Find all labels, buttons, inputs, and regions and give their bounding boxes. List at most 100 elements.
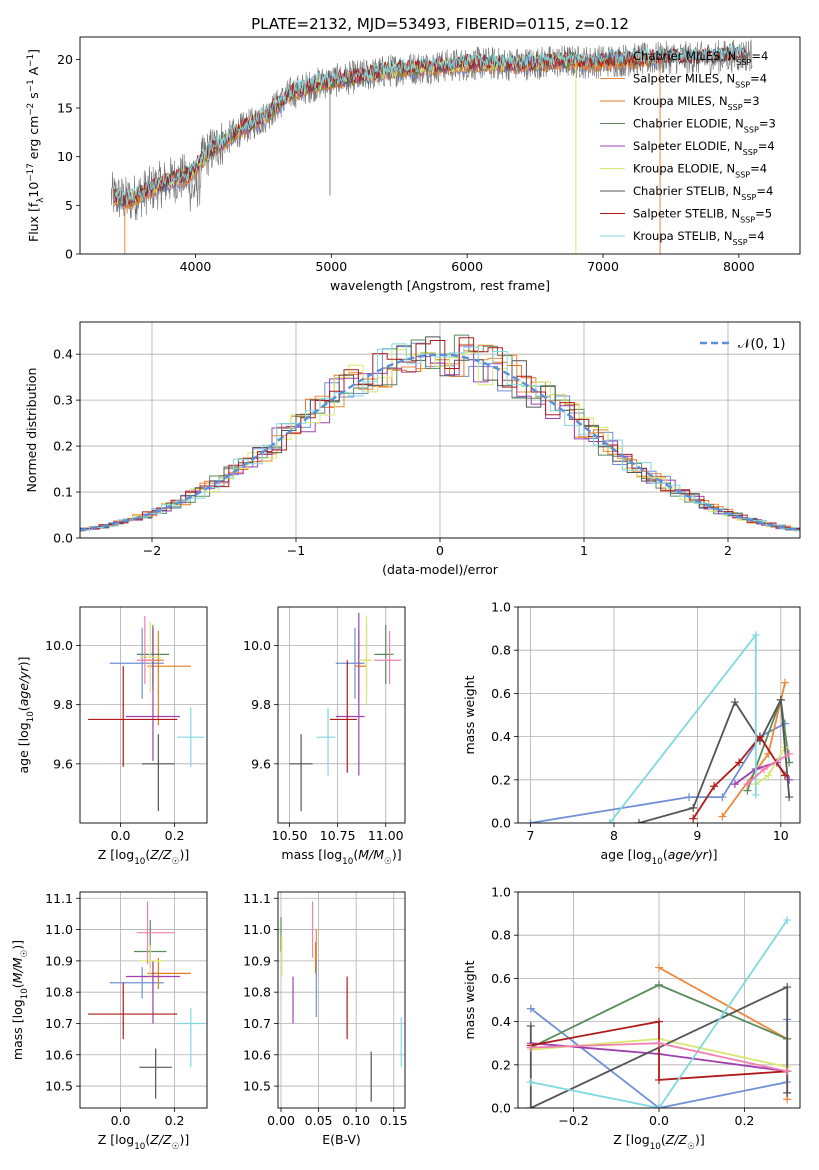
- y-tick-label: 0.6: [491, 971, 511, 986]
- data-point: [526, 1104, 535, 1108]
- errorbar-salpeter-stelib: [88, 982, 178, 1040]
- data-point: [655, 1075, 663, 1084]
- data-point: [764, 771, 773, 780]
- x-tick-label: 0.0: [111, 828, 131, 843]
- y-tick-label: 1.0: [491, 600, 511, 615]
- y-tick-label: 0.0: [491, 816, 511, 831]
- x-tick-label: 0.00: [267, 1113, 295, 1128]
- y-tick-label: 10.8: [243, 985, 271, 1000]
- y-tick-label: 1.0: [491, 885, 511, 900]
- x-tick-label: 0: [436, 543, 444, 558]
- y-tick-label: 0.2: [53, 439, 73, 454]
- series-salpeter-miles: [721, 682, 786, 818]
- legend-label: Kroupa STELIB, NSSP=4: [633, 229, 765, 247]
- x-tick-label: 2: [724, 543, 732, 558]
- data-point: [760, 765, 769, 773]
- errorbar-kroupa-stelib: [177, 707, 205, 767]
- errorbar-kroupa-elodie: [358, 615, 373, 705]
- y-tick-label: 5: [65, 198, 73, 213]
- plot-area: [80, 892, 207, 1108]
- plot-area: [518, 607, 800, 823]
- errorbar-salpeter-elodie: [125, 960, 180, 1024]
- axes-weight_vs_Z: −0.2 0.0 0.2 0.0 0.2 0.4 0.6 0.8 1.0: [491, 885, 801, 1128]
- data-point: [785, 793, 794, 802]
- y-tick-label: 15: [57, 101, 73, 116]
- errorbar-kroupa-miles: [354, 630, 367, 702]
- data-point: [526, 1043, 535, 1052]
- errorbar-salpeter-stelib: [88, 666, 178, 767]
- y-tick-label: 0.0: [491, 1101, 511, 1116]
- data-point: [783, 1067, 792, 1076]
- data-point: [526, 1004, 535, 1013]
- y-tick-label: 0.2: [491, 1057, 511, 1072]
- axes-frame: [79, 321, 801, 539]
- x-axis-label: Z [log10(Z/Z☉)]: [613, 1132, 704, 1152]
- errorbar-chabrier-miles: [335, 627, 365, 699]
- plot-area: [278, 892, 405, 1108]
- x-tick-label: 10: [773, 828, 789, 843]
- data-point: [634, 819, 643, 823]
- x-tick-label: 9: [693, 828, 701, 843]
- x-axis-label: Z [log10(Z/Z☉)]: [98, 1132, 189, 1152]
- legend-label: 𝒩(0, 1): [738, 337, 785, 352]
- legend-label: Salpeter ELODIE, NSSP=4: [633, 139, 775, 157]
- y-axis-label: age [log10(age/yr)]: [16, 656, 36, 773]
- y-tick-label: 10.7: [45, 1016, 73, 1031]
- x-tick-label: 0.15: [380, 1113, 408, 1128]
- x-tick-label: 1: [580, 543, 588, 558]
- axes-frame: [277, 606, 406, 824]
- x-axis-label: wavelength [Angstrom, rest frame]: [330, 278, 550, 293]
- data-point: [526, 819, 535, 823]
- y-tick-label: 20: [57, 52, 73, 67]
- legend-label: Kroupa ELODIE, NSSP=4: [633, 162, 767, 180]
- axes-age_vs_mass: 10.50 10.75 11.00 9.6 9.8 10.0: [243, 606, 406, 843]
- data-point: [655, 980, 663, 989]
- axes-frame: [517, 606, 801, 824]
- axes-age_vs_Z: 0.0 0.2 9.6 9.8 10.0: [45, 606, 208, 843]
- errorbar-kroupa-elodie: [139, 945, 164, 977]
- errorbar-salpeter-stelib: [329, 660, 357, 773]
- x-tick-label: 0.0: [649, 1113, 669, 1128]
- data-point: [783, 1088, 792, 1097]
- series-chabrier-stelib: [638, 696, 791, 823]
- normal-curve: [80, 353, 800, 532]
- data-point: [655, 1039, 663, 1048]
- data-point: [718, 793, 727, 802]
- axes-residuals: −2 −1 0 1 2 0.0 0.1 0.2 0.3 0.4: [53, 321, 801, 558]
- x-tick-label: −0.2: [558, 1113, 588, 1128]
- data-point: [655, 1104, 663, 1108]
- data-point: [780, 678, 789, 687]
- data-point: [735, 758, 744, 767]
- y-tick-label: 9.8: [53, 697, 73, 712]
- y-tick-label: 0.4: [491, 729, 511, 744]
- x-tick-label: 10.75: [320, 828, 356, 843]
- data-point: [776, 695, 785, 704]
- x-tick-label: 5000: [315, 259, 347, 274]
- data-point: [526, 1078, 535, 1087]
- data-point: [710, 782, 719, 791]
- y-axis-label: Flux [fλ10−17 erg cm−2 s−1 A−1]: [26, 49, 46, 242]
- errorbar-extra_pink: [136, 615, 156, 684]
- errorbar-chabrier-elodie: [374, 624, 394, 684]
- legend: Chabrier MILES, NSSP=4 Salpeter MILES, NS…: [600, 49, 776, 247]
- data-point: [718, 812, 727, 821]
- y-tick-label: 10.7: [243, 1016, 271, 1031]
- errorbar-kroupa-elodie: [139, 621, 162, 693]
- data-point: [783, 983, 792, 992]
- legend-label: Chabrier ELODIE, NSSP=3: [633, 117, 776, 135]
- y-axis-label: mass weight: [462, 960, 477, 1039]
- spectrum-model-kroupa-stelib: [113, 45, 747, 206]
- y-tick-label: 10.5: [243, 1079, 271, 1094]
- series-salpeter-stelib: [692, 735, 786, 820]
- x-axis-label: Z [log10(Z/Z☉)]: [98, 847, 189, 867]
- x-tick-label: 0.10: [342, 1113, 370, 1128]
- errorbar-extra_pink: [136, 901, 175, 964]
- x-tick-label: 10.50: [272, 828, 308, 843]
- x-tick-label: 0.05: [305, 1113, 333, 1128]
- data-point: [689, 803, 698, 812]
- axes-weight_vs_age: 7 8 9 10 0.0 0.2 0.4 0.6 0.8 1.0: [491, 600, 801, 843]
- legend-label: Chabrier MILES, NSSP=4: [633, 49, 768, 67]
- y-tick-label: 0.0: [53, 531, 73, 546]
